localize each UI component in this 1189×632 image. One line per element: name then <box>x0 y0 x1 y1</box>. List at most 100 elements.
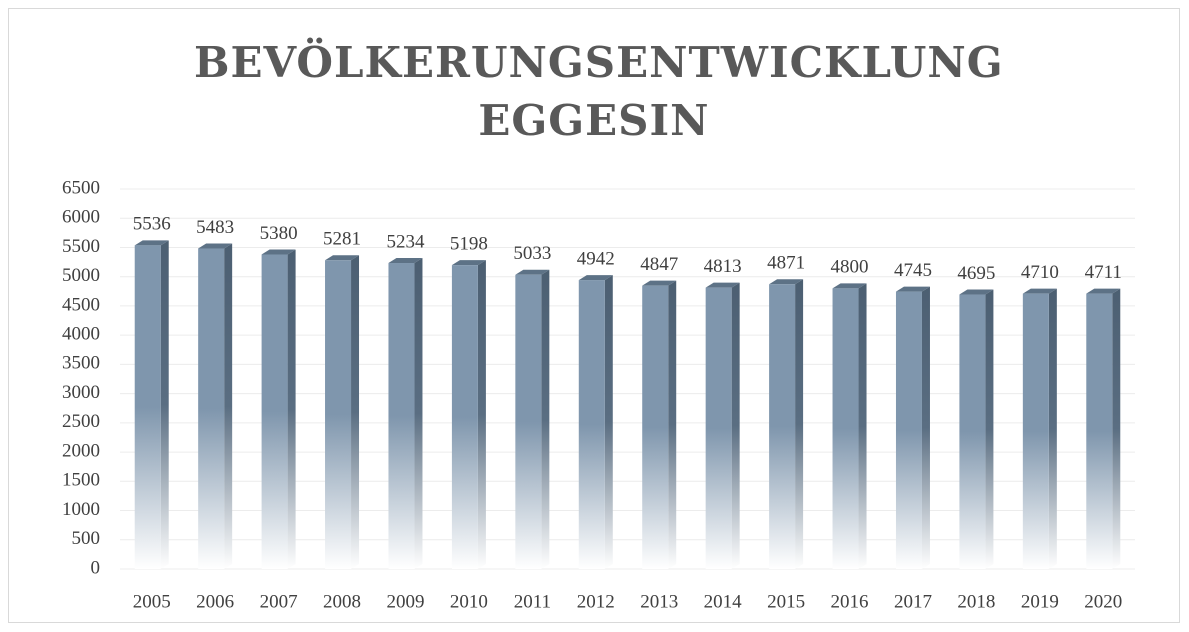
bar <box>325 255 360 569</box>
bar-front <box>451 265 478 569</box>
bar <box>642 280 677 569</box>
x-tick-label: 2010 <box>450 591 488 612</box>
bar-top <box>1086 288 1121 294</box>
bar-side <box>1112 288 1121 569</box>
data-label: 4800 <box>831 257 869 278</box>
y-tick-label: 5500 <box>62 236 100 257</box>
bar-front <box>578 280 605 569</box>
bar-top <box>198 243 233 249</box>
bar-front <box>198 248 225 569</box>
bar-front <box>705 287 732 569</box>
y-tick-label: 1500 <box>62 470 100 491</box>
bar-front <box>642 285 669 569</box>
bar-front <box>261 254 288 569</box>
data-label: 5033 <box>513 243 551 264</box>
data-label: 5536 <box>133 214 171 235</box>
bar-front <box>832 288 859 569</box>
y-tick-label: 3000 <box>62 382 100 403</box>
data-label: 4813 <box>704 256 742 277</box>
bar <box>1086 288 1121 569</box>
bar-front <box>1022 293 1049 569</box>
bar-side <box>985 289 994 569</box>
bar-side <box>224 243 233 569</box>
y-tick-label: 3500 <box>62 353 100 374</box>
bar-front <box>1086 293 1113 569</box>
bar-front <box>134 245 161 569</box>
x-tick-label: 2011 <box>514 591 551 612</box>
bar <box>198 243 233 569</box>
y-tick-label: 6000 <box>62 207 100 228</box>
x-tick-label: 2008 <box>323 591 361 612</box>
bar-top <box>451 260 486 266</box>
bar-top <box>261 249 296 255</box>
y-tick-label: 6500 <box>62 177 100 198</box>
y-tick-label: 1000 <box>62 499 100 520</box>
data-label: 4871 <box>767 253 805 274</box>
data-label: 4695 <box>957 263 995 284</box>
bar-side <box>921 286 930 569</box>
x-tick-label: 2006 <box>196 591 234 612</box>
bar-side <box>668 280 677 569</box>
x-tick-label: 2017 <box>894 591 932 612</box>
bar <box>578 275 613 569</box>
bar-top <box>769 279 804 285</box>
x-tick-label: 2013 <box>640 591 678 612</box>
bar-top <box>134 240 169 246</box>
bar-side <box>604 275 613 569</box>
data-label: 4942 <box>577 248 615 269</box>
bar-side <box>731 282 740 569</box>
bar-front <box>388 263 415 569</box>
x-tick-label: 2007 <box>260 591 298 612</box>
data-label: 5483 <box>196 217 234 238</box>
bar-side <box>414 258 423 569</box>
bar-top <box>515 269 550 275</box>
bar-top <box>895 286 930 292</box>
bar-front <box>895 291 922 569</box>
chart-title: BEVÖLKERUNGSENTWICKLUNG EGGESIN <box>194 38 1004 145</box>
bar <box>959 289 994 569</box>
bar-side <box>477 260 486 569</box>
bar-side <box>541 269 550 569</box>
bar-side <box>351 255 360 569</box>
x-tick-label: 2009 <box>386 591 424 612</box>
bar-side <box>287 249 296 569</box>
y-tick-label: 0 <box>91 557 101 578</box>
bar-front <box>515 274 542 569</box>
bar <box>515 269 550 569</box>
bar <box>451 260 486 569</box>
bar <box>769 279 804 569</box>
bar-top <box>1022 288 1057 294</box>
bar-front <box>325 260 352 569</box>
x-tick-label: 2018 <box>957 591 995 612</box>
bar <box>895 286 930 569</box>
x-tick-label: 2015 <box>767 591 805 612</box>
x-tick-label: 2005 <box>133 591 171 612</box>
y-tick-label: 2000 <box>62 440 100 461</box>
bar-top <box>388 258 423 264</box>
bar-top <box>642 280 677 286</box>
data-label: 5380 <box>260 223 298 244</box>
data-label: 5234 <box>386 231 425 252</box>
bar-top <box>705 282 740 288</box>
x-tick-label: 2014 <box>704 591 743 612</box>
bar-top <box>325 255 360 261</box>
bar-top <box>832 283 867 289</box>
bar <box>832 283 867 569</box>
bar <box>388 258 423 569</box>
bar-top <box>959 289 994 295</box>
bar-front <box>769 284 796 569</box>
data-label: 4847 <box>640 254 678 275</box>
bar-side <box>795 279 804 569</box>
x-tick-label: 2019 <box>1021 591 1059 612</box>
bar <box>134 240 169 569</box>
x-tick-label: 2012 <box>577 591 615 612</box>
data-label: 5198 <box>450 233 488 254</box>
bar <box>1022 288 1057 569</box>
x-tick-label: 2020 <box>1084 591 1122 612</box>
data-label: 4711 <box>1085 262 1122 283</box>
y-tick-label: 4500 <box>62 294 100 315</box>
bar <box>705 282 740 569</box>
bar-front <box>959 294 986 569</box>
